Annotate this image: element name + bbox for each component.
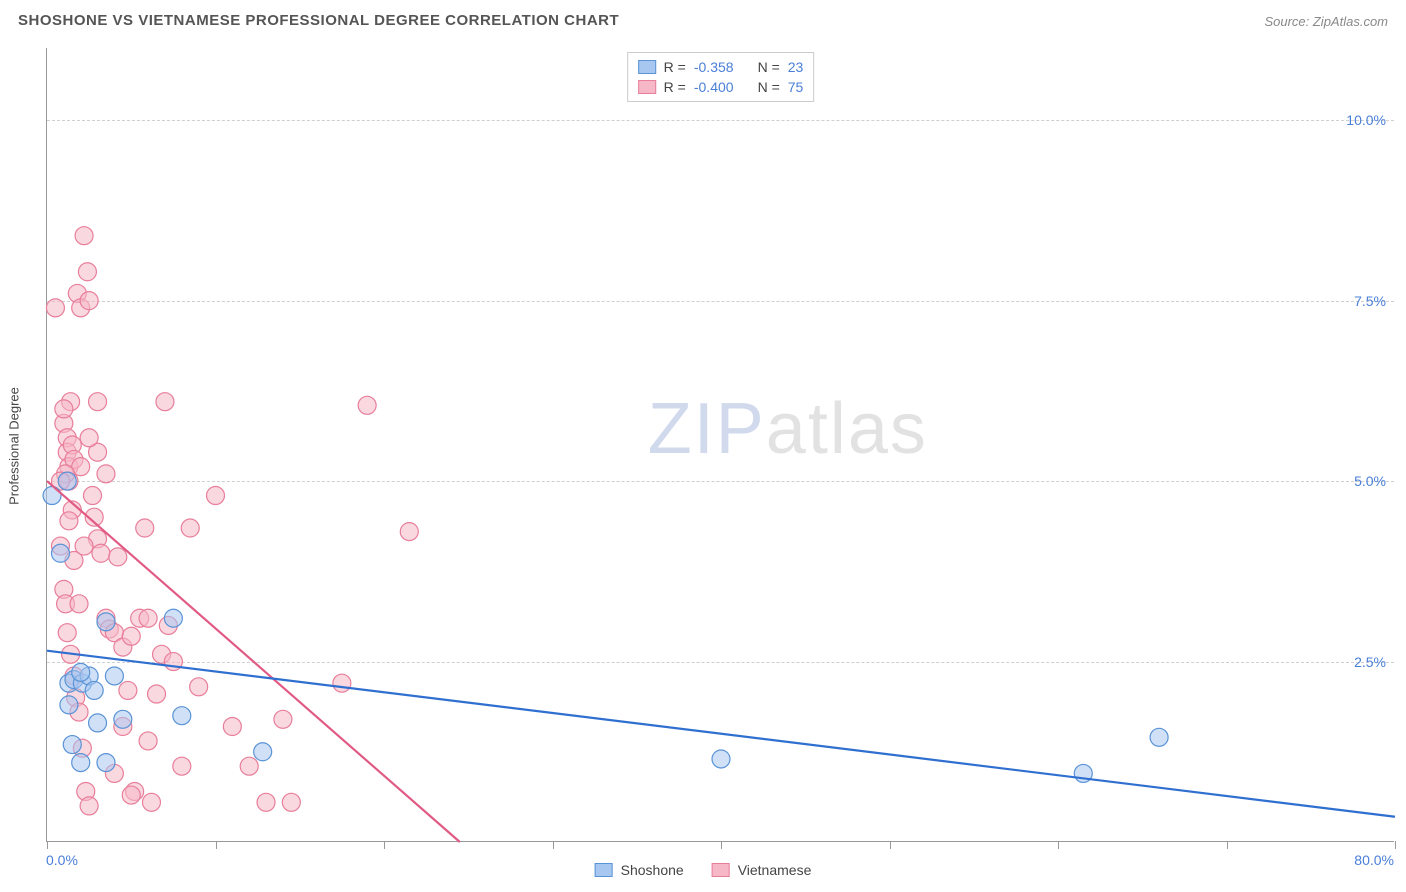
trend-line <box>47 481 460 842</box>
data-point <box>148 685 166 703</box>
x-tick <box>216 841 217 849</box>
x-tick <box>1395 841 1396 849</box>
data-point <box>89 714 107 732</box>
chart-source: Source: ZipAtlas.com <box>1264 14 1388 29</box>
data-point <box>80 797 98 815</box>
x-tick <box>1227 841 1228 849</box>
data-point <box>333 674 351 692</box>
data-point <box>75 227 93 245</box>
y-axis-label: Professional Degree <box>7 387 22 505</box>
data-point <box>92 544 110 562</box>
data-point <box>173 707 191 725</box>
data-point <box>63 736 81 754</box>
data-point <box>58 624 76 642</box>
data-point <box>97 613 115 631</box>
x-tick <box>553 841 554 849</box>
legend-swatch <box>712 863 730 877</box>
data-point <box>190 678 208 696</box>
x-tick <box>890 841 891 849</box>
data-point <box>164 609 182 627</box>
x-tick <box>1058 841 1059 849</box>
legend-item: Shoshone <box>595 862 684 878</box>
data-point <box>60 696 78 714</box>
legend-label: Vietnamese <box>738 862 812 878</box>
data-point <box>122 786 140 804</box>
data-point <box>43 487 61 505</box>
data-point <box>142 793 160 811</box>
data-point <box>207 487 225 505</box>
legend-label: Shoshone <box>621 862 684 878</box>
data-point <box>240 757 258 775</box>
data-point <box>181 519 199 537</box>
data-point <box>173 757 191 775</box>
data-point <box>89 393 107 411</box>
x-tick <box>721 841 722 849</box>
x-min-label: 0.0% <box>46 852 78 868</box>
legend-n-value: 75 <box>788 79 804 95</box>
data-point <box>223 718 241 736</box>
data-point <box>97 754 115 772</box>
data-point <box>282 793 300 811</box>
legend-n-value: 23 <box>788 59 804 75</box>
legend-swatch <box>595 863 613 877</box>
legend-r-label: R = <box>664 79 686 95</box>
data-point <box>70 595 88 613</box>
data-point <box>85 681 103 699</box>
data-point <box>51 544 69 562</box>
data-point <box>254 743 272 761</box>
data-point <box>114 710 132 728</box>
legend-row: R = -0.400 N = 75 <box>638 77 804 97</box>
data-point <box>1150 728 1168 746</box>
legend-n-label: N = <box>758 79 780 95</box>
x-max-label: 80.0% <box>1354 852 1394 868</box>
data-point <box>712 750 730 768</box>
data-point <box>257 793 275 811</box>
data-point <box>119 681 137 699</box>
data-point <box>400 523 418 541</box>
legend-r-label: R = <box>664 59 686 75</box>
legend-item: Vietnamese <box>712 862 812 878</box>
data-point <box>72 754 90 772</box>
data-point <box>80 429 98 447</box>
data-point <box>46 299 64 317</box>
data-point <box>358 396 376 414</box>
chart-title: SHOSHONE VS VIETNAMESE PROFESSIONAL DEGR… <box>18 12 619 29</box>
correlation-legend: R = -0.358 N = 23 R = -0.400 N = 75 <box>627 52 815 102</box>
trend-line <box>47 651 1395 817</box>
x-tick <box>384 841 385 849</box>
legend-n-label: N = <box>758 59 780 75</box>
data-point <box>97 465 115 483</box>
data-point <box>58 472 76 490</box>
data-point <box>75 537 93 555</box>
legend-swatch <box>638 60 656 74</box>
data-point <box>55 400 73 418</box>
data-point <box>60 512 78 530</box>
data-point <box>139 609 157 627</box>
data-point <box>78 263 96 281</box>
data-point <box>105 667 123 685</box>
legend-r-value: -0.358 <box>694 59 734 75</box>
data-point <box>83 487 101 505</box>
legend-row: R = -0.358 N = 23 <box>638 57 804 77</box>
series-legend: Shoshone Vietnamese <box>595 862 812 878</box>
data-point <box>139 732 157 750</box>
data-point <box>80 292 98 310</box>
plot-svg <box>47 48 1394 841</box>
x-tick <box>47 841 48 849</box>
data-point <box>122 627 140 645</box>
data-point <box>72 663 90 681</box>
legend-r-value: -0.400 <box>694 79 734 95</box>
chart-area: ZIPatlas R =-0.358N =23R =-0.400N =75 2.… <box>46 48 1394 842</box>
data-point <box>109 548 127 566</box>
data-point <box>274 710 292 728</box>
data-point <box>136 519 154 537</box>
data-point <box>156 393 174 411</box>
legend-swatch <box>638 80 656 94</box>
